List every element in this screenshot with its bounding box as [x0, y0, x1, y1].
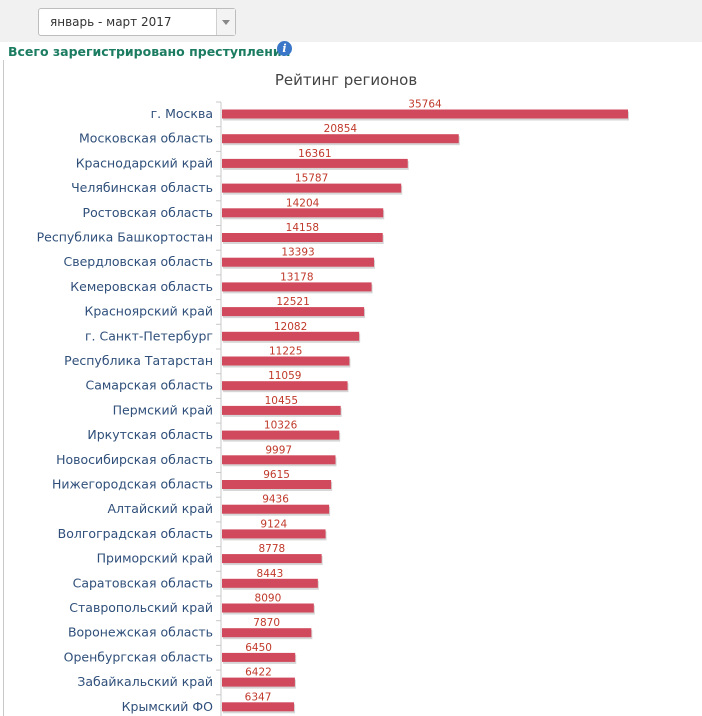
bar: [222, 356, 350, 366]
category-label: Алтайский край: [107, 501, 213, 516]
section-heading: Всего зарегистрировано преступлений: [8, 44, 291, 59]
category-label: Кемеровская область: [70, 279, 213, 294]
category-label: Нижегородская область: [52, 477, 213, 492]
data-label: 7870: [253, 617, 280, 629]
data-label: 8778: [258, 543, 285, 555]
chevron-down-icon: [222, 20, 230, 25]
chart-title: Рейтинг регионов: [275, 71, 417, 89]
category-label: Краснодарский край: [76, 155, 213, 170]
bar: [222, 652, 296, 662]
bar: [222, 603, 314, 613]
bar: [222, 504, 330, 514]
bar: [222, 307, 365, 317]
category-label: Крымский ФО: [122, 699, 214, 714]
data-label: 8090: [255, 593, 282, 605]
category-label: Забайкальский край: [77, 674, 213, 689]
bar: [222, 702, 295, 712]
data-label: 20854: [324, 123, 358, 135]
category-label: Ростовская область: [83, 205, 213, 220]
bar: [222, 529, 326, 539]
category-label: г. Москва: [151, 106, 213, 121]
info-icon[interactable]: i: [277, 41, 292, 56]
data-label: 13393: [281, 247, 314, 259]
data-label: 11225: [269, 346, 302, 358]
bar: [222, 257, 375, 267]
category-label: Пермский край: [113, 402, 213, 417]
data-label: 6450: [245, 642, 272, 654]
data-label: 12521: [276, 296, 309, 308]
filter-bar: январь - март 2017: [0, 0, 702, 42]
category-label: Воронежская область: [68, 625, 213, 640]
category-label: Оренбургская область: [64, 649, 213, 664]
data-label: 10326: [264, 420, 298, 432]
data-label: 14204: [286, 197, 320, 209]
category-label: Свердловская область: [64, 254, 213, 269]
period-select-toggle[interactable]: [216, 9, 235, 35]
data-label: 6347: [245, 691, 272, 703]
category-label: Саратовская область: [73, 575, 213, 590]
data-label: 11059: [268, 370, 301, 382]
category-label: Иркутская область: [87, 427, 213, 442]
bar: [222, 134, 459, 144]
category-label: Волгоградская область: [58, 526, 213, 541]
category-label: Красноярский край: [84, 304, 213, 319]
data-label: 9436: [262, 494, 289, 506]
bar: [222, 109, 628, 119]
category-label: Московская область: [79, 131, 213, 146]
category-label: Республика Башкортостан: [37, 230, 213, 245]
data-label: 12082: [274, 321, 307, 333]
data-label: 16361: [298, 148, 331, 160]
category-label: Республика Татарстан: [64, 353, 213, 368]
bar: [222, 158, 408, 168]
bar: [222, 455, 336, 465]
bar: [222, 183, 402, 193]
category-label: Челябинская область: [71, 180, 213, 195]
bar: [222, 578, 318, 588]
data-label: 15787: [295, 173, 328, 185]
bar: [222, 331, 360, 341]
period-select-value: январь - март 2017: [50, 15, 172, 29]
bar: [222, 208, 384, 218]
data-label: 9997: [265, 444, 292, 456]
bar: [222, 282, 372, 292]
category-label: Приморский край: [97, 551, 213, 566]
data-label: 10455: [265, 395, 298, 407]
data-label: 9124: [260, 518, 287, 530]
bar: [222, 233, 383, 242]
category-label: Новосибирская область: [56, 452, 213, 467]
bar: [222, 381, 348, 391]
bar: [222, 554, 322, 564]
data-label: 35764: [408, 99, 442, 111]
category-label: Самарская область: [85, 378, 213, 393]
bar: [222, 677, 295, 687]
data-label: 13178: [280, 271, 313, 283]
data-label: 14158: [286, 222, 319, 234]
data-label: 6422: [245, 667, 272, 679]
category-label: Ставропольский край: [69, 600, 213, 615]
period-select[interactable]: январь - март 2017: [38, 8, 236, 36]
panel-border: [3, 60, 4, 716]
data-label: 8443: [257, 568, 284, 580]
bar: [222, 628, 312, 638]
bar: [222, 430, 340, 440]
category-label: г. Санкт-Петербург: [85, 328, 213, 343]
bar: [222, 405, 341, 415]
bar: [222, 480, 332, 489]
data-label: 9615: [263, 469, 290, 481]
